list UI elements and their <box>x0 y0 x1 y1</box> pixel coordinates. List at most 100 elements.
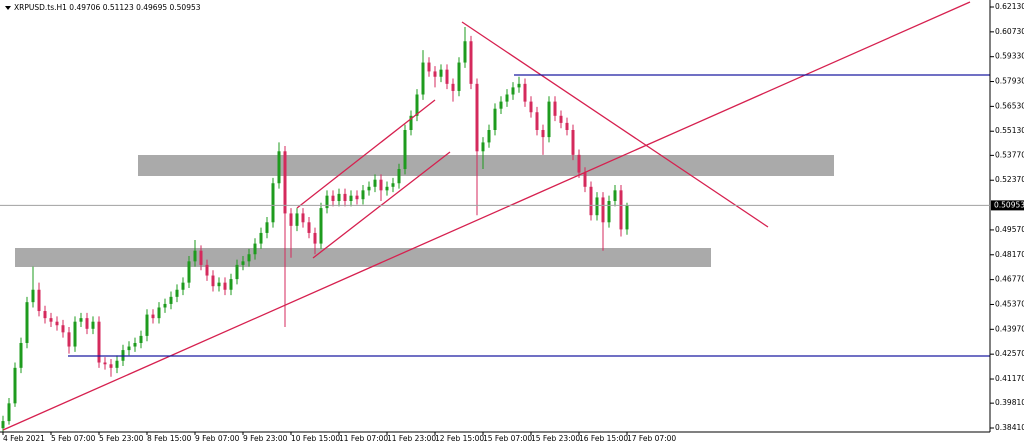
candle-body <box>163 303 167 308</box>
candle-body <box>481 142 485 152</box>
candles <box>1 27 629 432</box>
drawn-objects <box>15 155 834 267</box>
x-tick-label: 16 Feb 15:00 <box>579 434 628 443</box>
candle-body <box>319 208 323 244</box>
candle-body <box>301 213 305 223</box>
candle-body <box>97 321 101 363</box>
y-tick-label: 0.57930 <box>995 77 1024 86</box>
candle-body <box>127 346 131 351</box>
candle-body <box>373 179 377 187</box>
x-tick-label: 11 Feb 23:00 <box>387 434 436 443</box>
candle-body <box>403 129 407 170</box>
candle-body <box>7 403 11 422</box>
candle-body <box>559 115 563 123</box>
trend-line <box>296 99 436 209</box>
candle-body <box>511 87 515 95</box>
y-tick-label: 0.48170 <box>995 250 1024 259</box>
candle-body <box>625 205 629 230</box>
candle-body <box>235 264 239 280</box>
candle-body <box>199 250 203 265</box>
candle-body <box>529 101 533 113</box>
candle-body <box>325 195 329 209</box>
candle-body <box>67 332 71 347</box>
candle-body <box>253 243 257 255</box>
x-tick-label: 9 Feb 23:00 <box>243 434 288 443</box>
candle-body <box>343 193 347 201</box>
candle-body <box>283 151 287 214</box>
candle-body <box>427 62 431 72</box>
x-tick-label: 9 Feb 07:00 <box>195 434 240 443</box>
candle-body <box>1 421 5 429</box>
candle-body <box>295 213 299 226</box>
candle-body <box>607 200 611 223</box>
candle-body <box>217 282 221 287</box>
trend-line <box>2 1 971 431</box>
candle-body <box>331 195 335 201</box>
candle-body <box>241 261 245 265</box>
candle-body <box>379 179 383 191</box>
candle-body <box>385 186 389 191</box>
candle-body <box>493 108 497 130</box>
zone <box>15 248 711 267</box>
candle-body <box>73 321 77 347</box>
candle-body <box>517 83 521 88</box>
menu-icon[interactable] <box>5 6 11 10</box>
x-tick-label: 5 Feb 07:00 <box>51 434 96 443</box>
trend-line <box>461 21 769 228</box>
candle-body <box>613 190 617 201</box>
candle-body <box>457 62 461 91</box>
y-tick-label: 0.55130 <box>995 126 1024 135</box>
y-tick-label: 0.52370 <box>995 175 1024 184</box>
candle-body <box>79 318 83 322</box>
candle-body <box>109 364 113 368</box>
candle-body <box>487 129 491 143</box>
candle-body <box>499 101 503 109</box>
candle-body <box>115 360 119 368</box>
candle-body <box>553 101 557 116</box>
candle-body <box>247 254 251 262</box>
candle-body <box>55 321 59 326</box>
candle-body <box>565 122 569 130</box>
candle-body <box>463 41 467 63</box>
candle-body <box>595 197 599 216</box>
x-tick-label: 15 Feb 07:00 <box>483 434 532 443</box>
y-tick-label: 0.49570 <box>995 225 1024 234</box>
candle-body <box>433 71 437 77</box>
x-tick-label: 5 Feb 23:00 <box>99 434 144 443</box>
x-tick-label: 15 Feb 23:00 <box>531 434 580 443</box>
candle-body <box>307 222 311 233</box>
candle-body <box>169 296 173 304</box>
candle-body <box>145 314 149 336</box>
y-tick-label: 0.46770 <box>995 275 1024 284</box>
candle-body <box>139 335 143 343</box>
candle-body <box>271 183 275 223</box>
candle-body <box>421 62 425 95</box>
candle-body <box>133 342 137 347</box>
x-tick-label: 17 Feb 07:00 <box>627 434 676 443</box>
candle-body <box>355 195 359 200</box>
x-tick-label: 10 Feb 15:00 <box>291 434 340 443</box>
candle-body <box>571 129 575 155</box>
y-tick-label: 0.45370 <box>995 299 1024 308</box>
candle-body <box>265 222 269 233</box>
y-tick-label: 0.53770 <box>995 150 1024 159</box>
x-tick-label: 12 Feb 15:00 <box>435 434 484 443</box>
y-tick-label: 0.56530 <box>995 101 1024 110</box>
candle-body <box>103 362 107 365</box>
x-tick-label: 11 Feb 07:00 <box>339 434 388 443</box>
y-tick-label: 0.59330 <box>995 52 1024 61</box>
candle-body <box>211 275 215 287</box>
y-tick-label: 0.62130 <box>995 2 1024 11</box>
candle-body <box>259 232 263 244</box>
chart-title: XRPUSD.ts.H1 0.49706 0.51123 0.49695 0.5… <box>14 3 201 12</box>
candle-body <box>475 83 479 152</box>
candle-body <box>367 186 371 191</box>
candle-body <box>277 151 281 184</box>
candle-body <box>469 41 473 84</box>
candle-body <box>85 318 89 329</box>
candle-body <box>181 282 185 290</box>
candle-body <box>229 279 233 290</box>
y-tick-label: 0.42570 <box>995 349 1024 358</box>
candle-body <box>439 69 443 77</box>
y-tick-label: 0.38410 <box>995 423 1024 432</box>
